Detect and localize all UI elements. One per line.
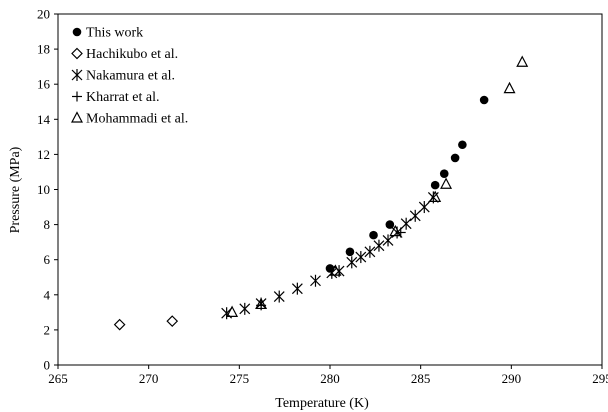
x-tick-label: 285 [411, 371, 431, 386]
point-asterisk [273, 290, 285, 303]
axes [54, 13, 603, 369]
point-open-diamond [166, 315, 179, 327]
legend-label: Hachikubo et al. [86, 47, 178, 62]
point-open-triangle [255, 297, 268, 310]
point-asterisk [382, 234, 394, 247]
x-tick-label: 270 [139, 371, 159, 386]
point-asterisk [355, 251, 367, 264]
legend-label: Mohammadi et al. [86, 112, 188, 127]
point-filled-circle [345, 247, 355, 257]
y-tick-label: 10 [37, 182, 50, 197]
x-tick-label: 280 [320, 371, 340, 386]
legend-marker-filled-circle [72, 27, 82, 37]
y-tick-label: 4 [44, 287, 51, 302]
point-asterisk [310, 274, 321, 287]
y-axis-label: Pressure (MPa) [8, 146, 23, 233]
point-open-triangle [516, 55, 529, 67]
y-tick-label: 6 [44, 252, 51, 267]
point-filled-circle [479, 95, 489, 105]
point-filled-circle [385, 220, 395, 229]
point-filled-circle [458, 140, 467, 150]
legend-box [66, 22, 228, 140]
point-asterisk [364, 245, 376, 258]
y-tick-label: 12 [37, 147, 50, 162]
legend-marker-asterisk [71, 69, 83, 81]
point-filled-circle [439, 169, 449, 179]
x-tick-label: 290 [502, 371, 522, 386]
x-tick-label: 265 [48, 371, 68, 386]
x-axis-label: Temperature (K) [275, 396, 369, 411]
y-tick-label: 2 [44, 322, 51, 337]
point-filled-circle [450, 153, 460, 163]
data-points [113, 55, 529, 331]
y-tick-label: 8 [44, 217, 51, 232]
legend-label: This work [86, 26, 143, 41]
x-tick-label: 275 [230, 371, 250, 386]
point-open-triangle [389, 224, 402, 237]
legend-marker-plus [72, 91, 82, 102]
point-open-triangle [440, 177, 453, 189]
legend: This work Hachikubo et al. Nakamura et al.… [66, 22, 228, 140]
point-open-diamond [113, 318, 126, 331]
x-tick-label: 295 [592, 371, 608, 386]
point-asterisk [291, 282, 303, 295]
point-open-triangle [226, 305, 239, 317]
point-filled-circle [325, 264, 335, 273]
point-filled-circle [369, 230, 378, 240]
y-tick-label: 0 [44, 358, 51, 373]
point-asterisk [418, 201, 430, 214]
point-asterisk [221, 307, 233, 320]
tick-labels: 265 270 275 280 285 290 295 0 2 4 6 8 10 12 14 16 18 20 [37, 7, 608, 387]
point-open-triangle [503, 81, 516, 94]
legend-label: Nakamura et al. [86, 69, 175, 84]
point-open-triangle [429, 190, 442, 202]
legend-marker-open-diamond [71, 47, 83, 60]
point-asterisk [373, 239, 385, 252]
point-asterisk [409, 209, 421, 222]
point-asterisk [239, 302, 251, 315]
point-asterisk [346, 256, 358, 269]
legend-marker-open-triangle [71, 111, 83, 123]
y-tick-label: 14 [37, 112, 51, 127]
point-asterisk [400, 217, 412, 230]
y-tick-label: 16 [37, 77, 51, 92]
y-tick-label: 20 [37, 7, 50, 22]
y-tick-label: 18 [37, 42, 50, 57]
point-filled-circle [430, 180, 440, 190]
legend-label: Kharrat et al. [86, 90, 159, 105]
